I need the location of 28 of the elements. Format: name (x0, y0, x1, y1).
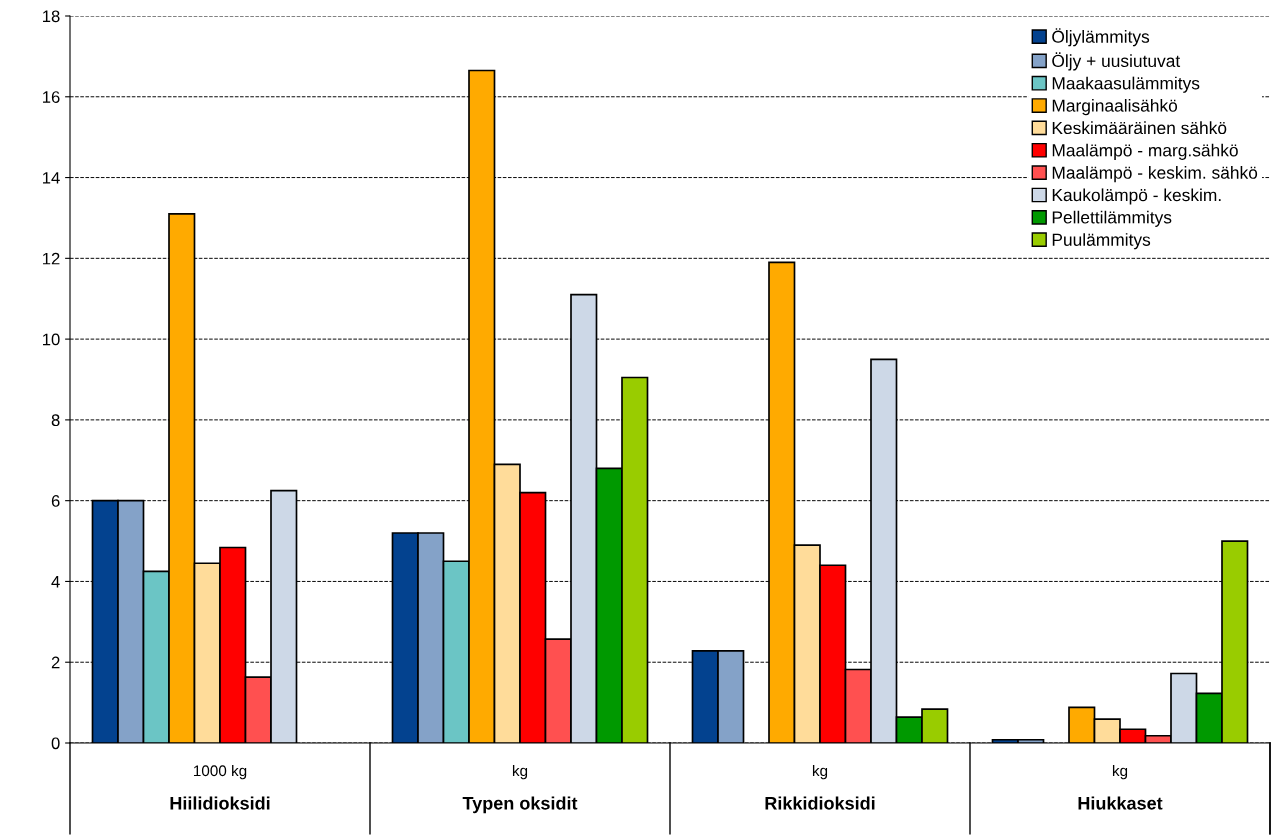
x-tick-label: Hiilidioksidi (170, 796, 270, 810)
y-tick-label: 18 (43, 10, 60, 23)
y-tick-label: 14 (43, 172, 60, 184)
y-tick-label: 2 (51, 656, 60, 669)
legend-label: Maalämpö - keskim. sähkö (1052, 166, 1258, 183)
y-tick-label: 0 (51, 737, 60, 750)
legend-label: Maakaasulämmitys (1052, 76, 1200, 93)
x-tick-label: Rikkidioksidi (765, 796, 875, 810)
legend-label: Öljylämmitys (1052, 28, 1150, 47)
text: 1000 kg (193, 764, 247, 780)
y-tick-label: 4 (51, 576, 60, 588)
legend-label: Pellettilämmitys (1052, 210, 1172, 227)
legend-label: Kaukolämpö - keskim. (1052, 188, 1221, 205)
legend-label: Keskimääräinen sähkö (1052, 121, 1227, 135)
legend-label: Öljy + uusiutuvat (1052, 52, 1181, 71)
y-tick-label: 8 (51, 414, 60, 427)
y-tick-label: 6 (51, 495, 60, 507)
y-tick-label: 16 (43, 91, 60, 103)
y-tick-label: 12 (43, 252, 60, 265)
legend-label: Maalämpö - marg.sähkö (1052, 143, 1238, 160)
text: kg (512, 764, 528, 780)
x-tick-label: Typen oksidit (462, 796, 578, 814)
x-tick-label: Hiukkaset (1078, 796, 1163, 810)
text: kg (812, 764, 828, 780)
y-tick-label: 10 (43, 333, 60, 346)
legend-label: Puulämmitys (1052, 233, 1151, 250)
legend-label: Marginaalisähkö (1052, 99, 1178, 116)
text: kg (1112, 764, 1128, 780)
